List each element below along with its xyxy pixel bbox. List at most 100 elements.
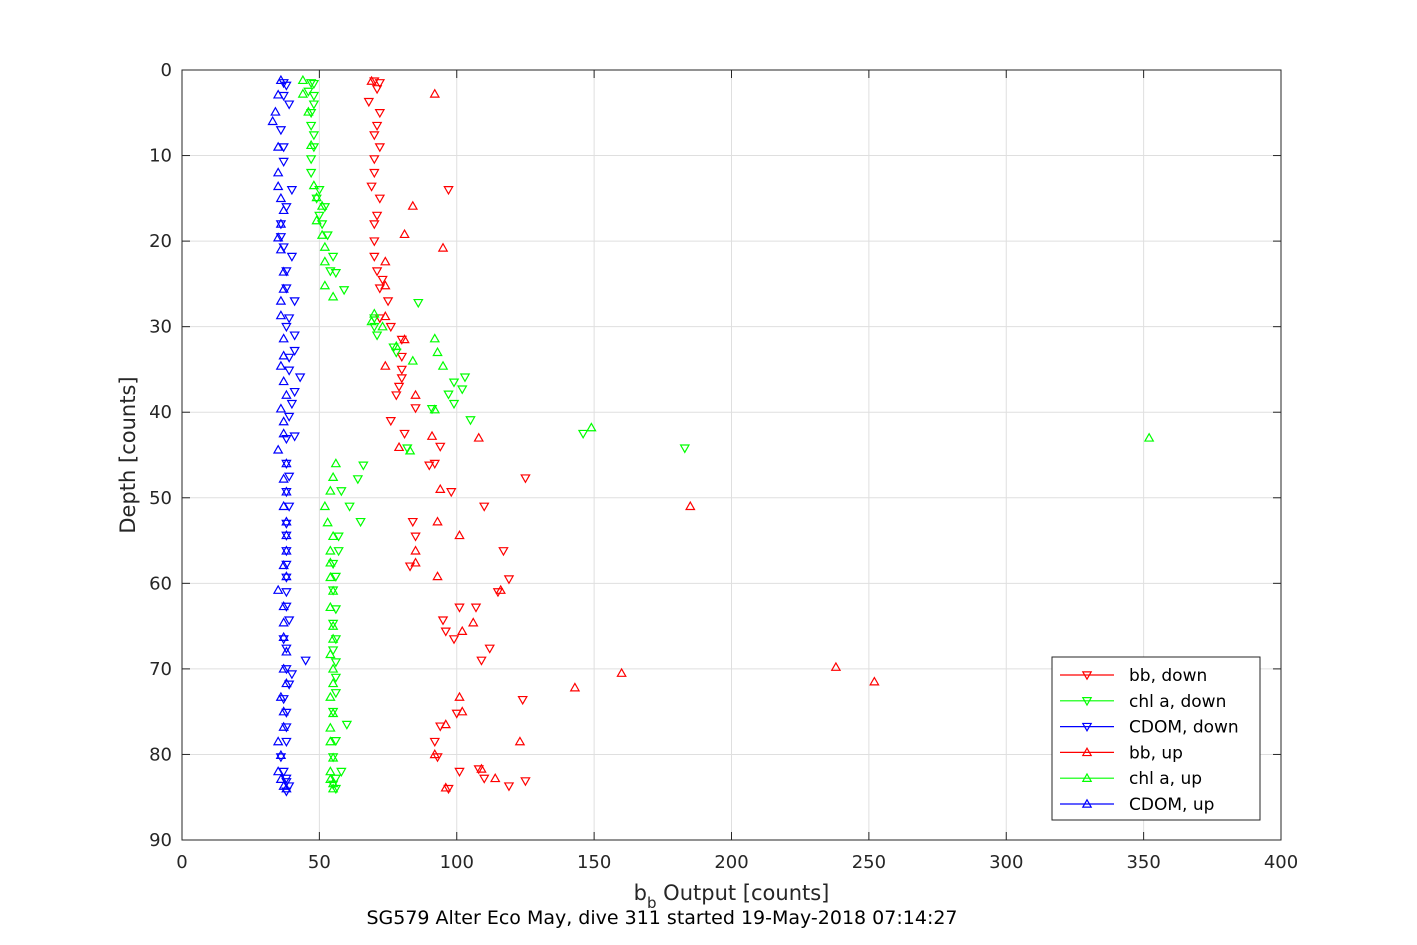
data-point <box>283 472 295 482</box>
data-point <box>305 79 317 89</box>
data-point <box>281 458 292 468</box>
data-point <box>325 545 336 555</box>
data-point <box>330 458 342 468</box>
data-point <box>281 665 292 675</box>
data-point <box>281 571 292 581</box>
data-point <box>446 488 457 498</box>
data-point <box>316 220 328 230</box>
figure-caption: SG579 Alter Eco May, dive 311 started 19… <box>366 907 957 929</box>
data-point <box>407 517 419 528</box>
data-point <box>413 298 424 309</box>
data-point <box>569 682 581 692</box>
data-point <box>478 502 490 512</box>
data-point <box>278 376 289 386</box>
data-point <box>517 695 528 706</box>
data-point <box>371 85 383 95</box>
data-point <box>281 723 292 733</box>
data-point <box>380 310 391 321</box>
data-point <box>303 87 314 97</box>
data-point <box>374 194 386 204</box>
data-point <box>278 416 289 426</box>
data-point <box>327 778 339 788</box>
data-point <box>327 620 339 630</box>
data-point <box>382 297 394 307</box>
data-point <box>272 766 284 776</box>
data-point <box>355 517 366 528</box>
data-point <box>325 571 336 582</box>
data-point <box>473 432 484 442</box>
data-point <box>327 678 339 688</box>
legend-item: CDOM, up <box>1060 795 1214 815</box>
data-point <box>426 430 438 440</box>
legend-box <box>1051 656 1261 821</box>
legend-item: chl a, down <box>1060 692 1226 712</box>
data-point <box>330 784 342 795</box>
y-tick-label: 10 <box>149 146 172 167</box>
data-point <box>272 89 284 99</box>
data-point <box>308 91 320 102</box>
data-point <box>278 204 289 215</box>
data-point <box>272 167 284 177</box>
data-point <box>319 256 331 266</box>
data-point <box>281 602 292 612</box>
data-point <box>281 519 292 529</box>
data-point <box>281 573 292 583</box>
data-point <box>270 106 281 116</box>
data-point <box>281 783 292 793</box>
series-chl-a-up <box>297 74 1155 793</box>
x-tick-label: 150 <box>577 852 611 873</box>
data-point <box>473 765 484 775</box>
data-point <box>281 81 292 91</box>
legend-marker <box>1081 798 1093 808</box>
data-point <box>443 784 454 795</box>
data-point <box>454 530 465 540</box>
legend-label: bb, down <box>1129 666 1207 686</box>
data-point <box>520 474 531 484</box>
data-point <box>281 486 292 496</box>
data-point <box>371 211 383 221</box>
data-point <box>437 616 449 626</box>
data-point <box>286 670 298 680</box>
data-point <box>586 422 597 432</box>
data-point <box>286 399 298 410</box>
data-point <box>440 627 451 637</box>
data-point <box>278 663 289 673</box>
data-point <box>272 584 284 594</box>
data-point <box>369 155 380 165</box>
data-point <box>440 782 451 792</box>
data-point <box>374 79 386 89</box>
data-point <box>380 256 391 266</box>
data-point <box>297 74 309 85</box>
x-tick-label: 250 <box>852 852 886 873</box>
data-point <box>457 706 468 716</box>
data-point <box>305 109 317 119</box>
data-point <box>443 390 454 400</box>
data-point <box>283 100 295 110</box>
data-point <box>330 689 342 699</box>
data-point <box>286 252 298 262</box>
data-point <box>327 752 339 762</box>
y-tick-label: 80 <box>149 744 172 765</box>
data-point <box>391 391 402 401</box>
data-point <box>363 97 375 108</box>
data-point <box>410 545 421 555</box>
y-tick-label: 40 <box>149 402 172 423</box>
legend-item: bb, up <box>1060 743 1183 763</box>
data-point <box>325 736 336 746</box>
data-point <box>385 322 397 333</box>
data-point <box>391 340 402 351</box>
data-point <box>278 333 289 343</box>
y-tick-label: 30 <box>149 317 172 338</box>
data-point <box>341 720 353 730</box>
data-point <box>330 658 342 668</box>
legend-marker <box>1081 772 1093 782</box>
data-point <box>476 656 487 666</box>
data-point <box>275 310 287 320</box>
data-point <box>305 155 317 165</box>
data-point <box>830 661 842 671</box>
data-point <box>289 346 300 357</box>
x-axis-label: bb Output [counts] <box>634 881 830 912</box>
data-point <box>327 559 339 570</box>
data-point <box>393 441 405 452</box>
data-point <box>327 619 339 629</box>
